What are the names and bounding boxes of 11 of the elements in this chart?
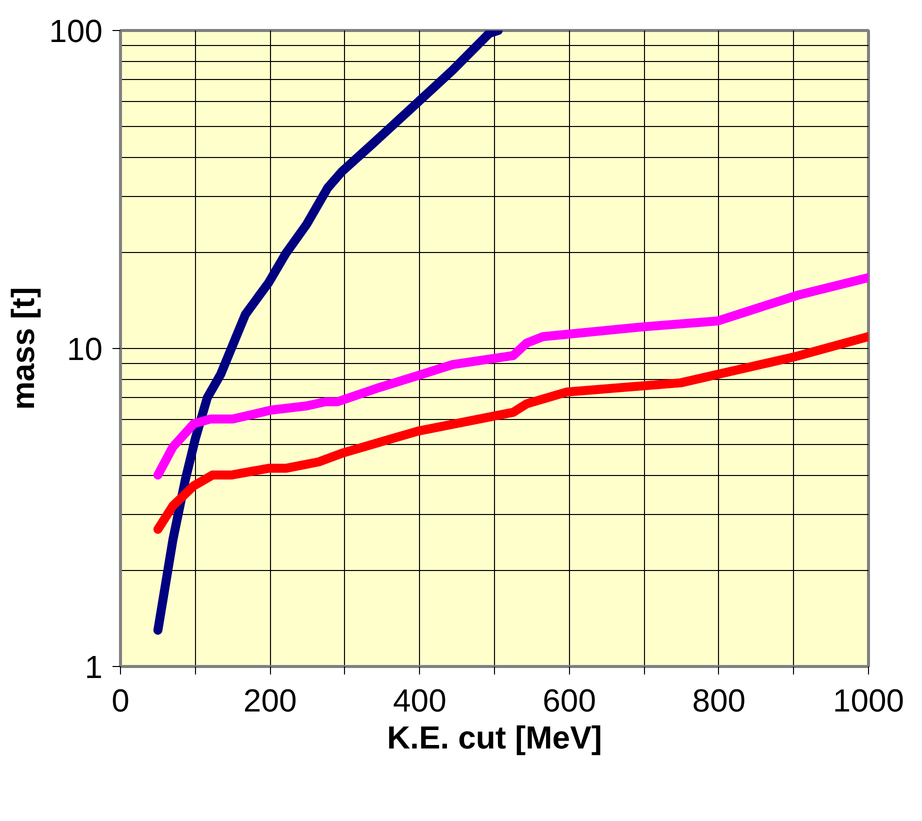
x-tick-label: 600 <box>542 682 596 718</box>
y-tick-label: 100 <box>49 13 102 49</box>
y-axis-title: mass [t] <box>5 287 42 410</box>
x-tick-label: 200 <box>243 682 297 718</box>
x-tick-label: 400 <box>393 682 446 718</box>
x-tick-label: 800 <box>692 682 746 718</box>
x-tick-label: 1000 <box>832 682 904 718</box>
x-axis-title: K.E. cut [MeV] <box>386 720 602 756</box>
x-tick-label: 0 <box>112 682 130 718</box>
y-tick-label: 10 <box>66 331 102 367</box>
y-tick-label: 1 <box>84 649 102 685</box>
